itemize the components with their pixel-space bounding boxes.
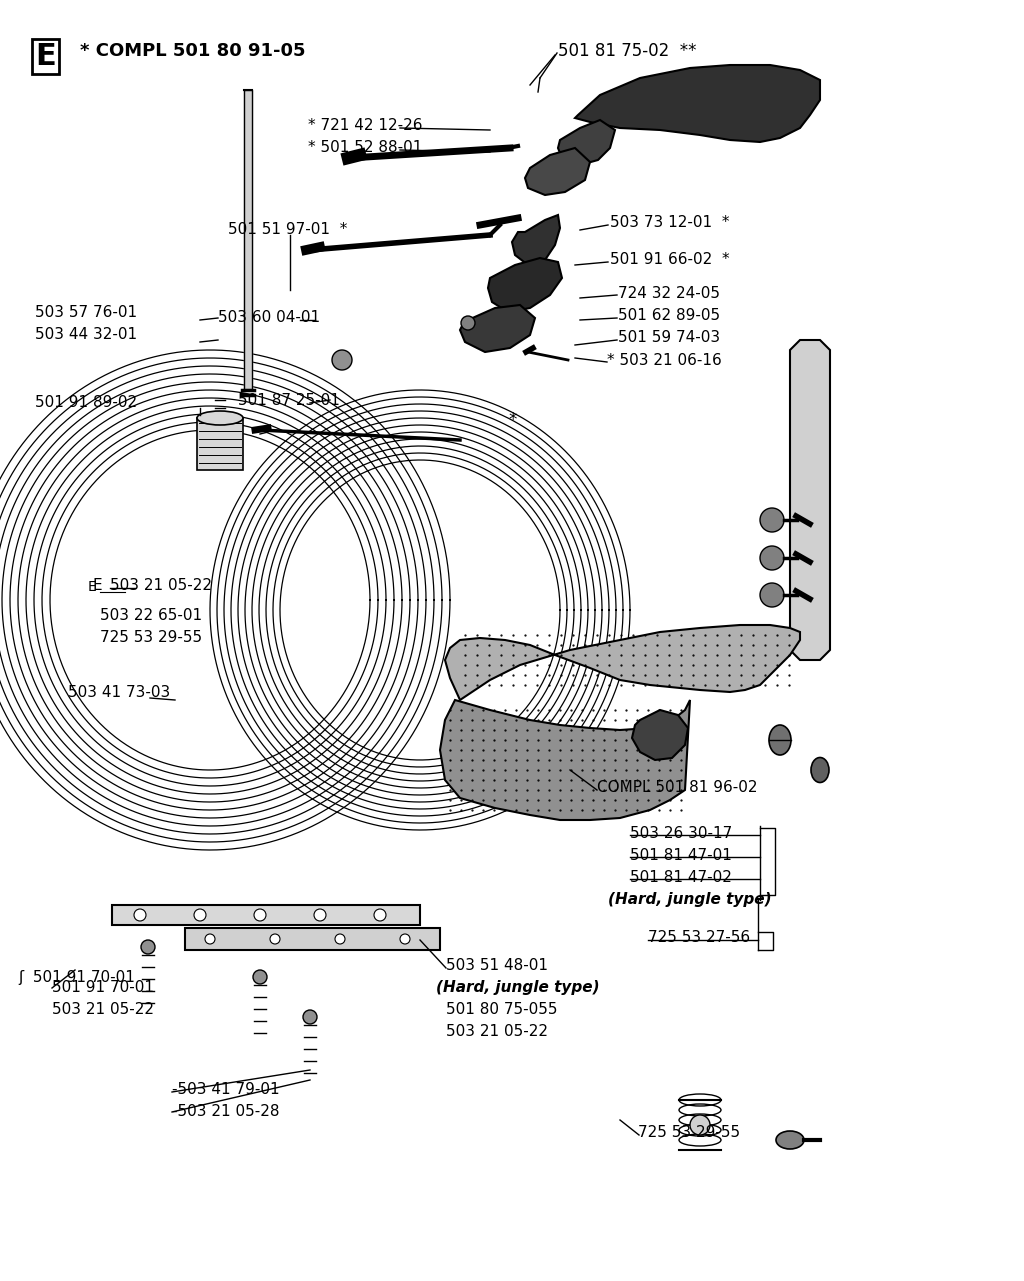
- Circle shape: [461, 316, 475, 330]
- Text: 501 59 74-03: 501 59 74-03: [618, 330, 720, 345]
- Text: * 503 21 06-16: * 503 21 06-16: [607, 354, 722, 368]
- Text: 503 41 73-03: 503 41 73-03: [68, 685, 170, 699]
- Circle shape: [303, 1009, 317, 1024]
- Text: 503 44 32-01: 503 44 32-01: [35, 327, 137, 342]
- Text: 501 81 47-02: 501 81 47-02: [630, 870, 732, 885]
- Text: (Hard, jungle type): (Hard, jungle type): [436, 980, 600, 995]
- Ellipse shape: [811, 757, 829, 783]
- Text: E: E: [88, 580, 96, 594]
- Polygon shape: [632, 710, 688, 760]
- Text: 503 51 48-01: 503 51 48-01: [446, 958, 548, 974]
- Polygon shape: [512, 215, 560, 265]
- Polygon shape: [525, 149, 590, 195]
- Circle shape: [335, 934, 345, 944]
- Text: 725 53 29-55: 725 53 29-55: [100, 630, 202, 646]
- Text: 503 60 04-01: 503 60 04-01: [218, 310, 321, 325]
- Text: 501 91 70-01: 501 91 70-01: [52, 980, 154, 995]
- Text: 501 62 89-05: 501 62 89-05: [618, 307, 720, 323]
- Text: * 721 42 12-26: * 721 42 12-26: [308, 118, 423, 133]
- Polygon shape: [488, 257, 562, 313]
- Polygon shape: [185, 927, 440, 951]
- Text: 724 32 24-05: 724 32 24-05: [618, 286, 720, 301]
- Circle shape: [254, 910, 266, 921]
- Text: 503 57 76-01: 503 57 76-01: [35, 305, 137, 320]
- Polygon shape: [112, 904, 420, 925]
- Text: *: *: [508, 411, 516, 429]
- Polygon shape: [790, 339, 830, 660]
- Circle shape: [400, 934, 410, 944]
- Circle shape: [374, 910, 386, 921]
- Circle shape: [205, 934, 215, 944]
- Text: 501 80 75-055: 501 80 75-055: [446, 1002, 557, 1017]
- Text: 503 21 05-22: 503 21 05-22: [52, 1002, 154, 1017]
- Polygon shape: [445, 625, 800, 699]
- Polygon shape: [460, 305, 535, 352]
- Circle shape: [134, 910, 146, 921]
- Ellipse shape: [769, 725, 791, 755]
- Text: 503 22 65-01: 503 22 65-01: [100, 608, 202, 623]
- Circle shape: [760, 509, 784, 532]
- Circle shape: [690, 1114, 710, 1135]
- Text: 501 81 75-02  **: 501 81 75-02 **: [558, 42, 696, 60]
- Text: 501 51 97-01  *: 501 51 97-01 *: [228, 222, 347, 237]
- Ellipse shape: [197, 411, 243, 425]
- Polygon shape: [575, 65, 820, 142]
- Circle shape: [253, 970, 267, 984]
- Text: 503 73 12-01  *: 503 73 12-01 *: [610, 215, 729, 231]
- Circle shape: [760, 583, 784, 607]
- Text: E: E: [35, 42, 55, 70]
- Text: -503 21 05-28: -503 21 05-28: [172, 1104, 280, 1120]
- Text: 503 21 05-22: 503 21 05-22: [110, 578, 212, 593]
- Text: E: E: [35, 42, 55, 70]
- Circle shape: [760, 546, 784, 570]
- Text: 503 21 05-22: 503 21 05-22: [446, 1024, 548, 1039]
- Text: -503 41 79-01: -503 41 79-01: [172, 1082, 280, 1097]
- Text: * COMPL 501 80 91-05: * COMPL 501 80 91-05: [80, 42, 305, 60]
- Circle shape: [270, 934, 280, 944]
- Text: 501 91 89-02: 501 91 89-02: [35, 395, 137, 410]
- Text: COMPL 501 81 96-02: COMPL 501 81 96-02: [597, 780, 758, 796]
- Text: 503 26 30-17: 503 26 30-17: [630, 826, 732, 842]
- Polygon shape: [558, 120, 615, 165]
- Text: 725 53 27-56: 725 53 27-56: [648, 930, 751, 945]
- Circle shape: [141, 940, 155, 954]
- Text: * 501 52 88-01: * 501 52 88-01: [308, 140, 422, 155]
- Ellipse shape: [776, 1131, 804, 1149]
- Polygon shape: [440, 699, 690, 820]
- Text: 501 81 47-01: 501 81 47-01: [630, 848, 732, 863]
- Text: E: E: [92, 578, 101, 593]
- Text: 501 91 66-02  *: 501 91 66-02 *: [610, 252, 730, 266]
- Text: (Hard, jungle type): (Hard, jungle type): [608, 892, 772, 907]
- Text: 725 53 29-55: 725 53 29-55: [638, 1125, 740, 1140]
- Text: ʃ  501 91 70-01: ʃ 501 91 70-01: [18, 970, 135, 985]
- Circle shape: [332, 350, 352, 370]
- Text: 501 87 25-01: 501 87 25-01: [238, 393, 340, 409]
- Bar: [197, 418, 243, 470]
- Circle shape: [314, 910, 326, 921]
- Circle shape: [194, 910, 206, 921]
